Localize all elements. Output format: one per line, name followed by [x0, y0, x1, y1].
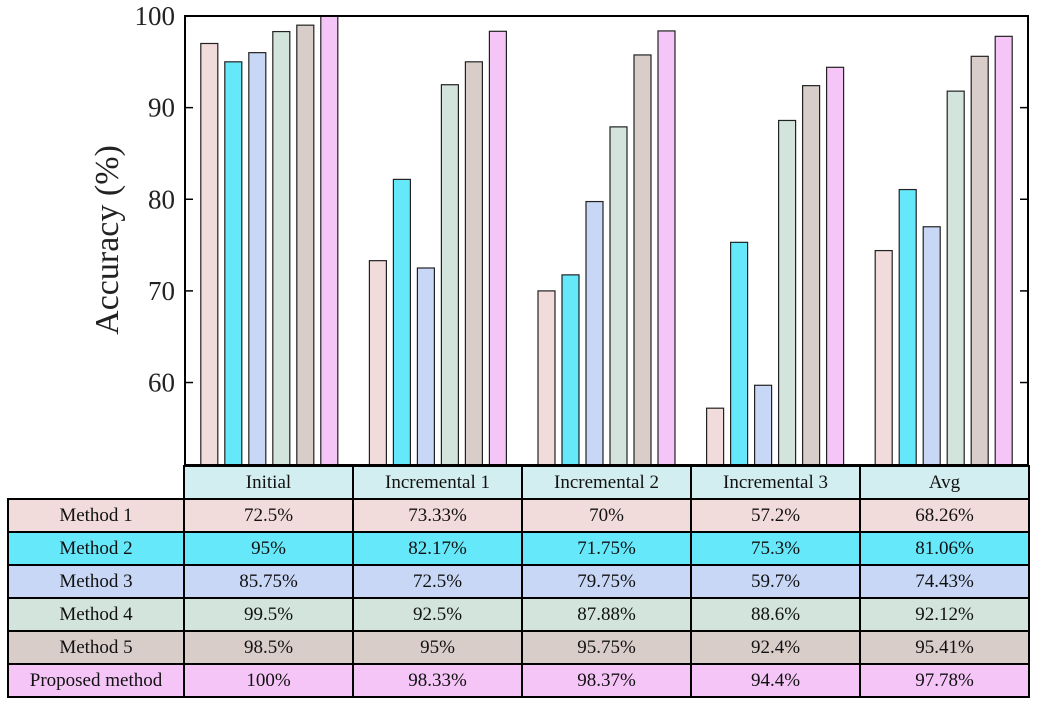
table-cell: 87.88% [521, 597, 692, 632]
table-cell: 95% [183, 531, 354, 566]
bar-2-1 [224, 61, 243, 466]
table-cell: 92.5% [352, 597, 523, 632]
plot-frame [184, 15, 1029, 466]
table-row: Method 1 72.5% 73.33% 70% 57.2% 68.26% [7, 498, 1030, 533]
bar-1-3 [537, 290, 556, 466]
bar-4-3 [609, 126, 628, 466]
bar-2-3 [561, 274, 580, 466]
table-cell: 57.2% [690, 498, 861, 533]
column-header: Incremental 1 [352, 465, 523, 500]
table-cell: 85.75% [183, 564, 354, 599]
bar-5-3 [633, 54, 652, 466]
table-cell: 59.7% [690, 564, 861, 599]
table-cell: 97.78% [859, 663, 1030, 698]
bar-2-2 [392, 178, 411, 466]
table-cell: 70% [521, 498, 692, 533]
column-header: Avg [859, 465, 1030, 500]
table-cell: 75.3% [690, 531, 861, 566]
bar-1-4 [705, 407, 725, 466]
table-cell: 79.75% [521, 564, 692, 599]
bar-chart: 60 70 80 90 100 Accuracy (%) [89, 1, 1029, 466]
bar-5-5 [970, 55, 989, 466]
table-cell: 73.33% [352, 498, 523, 533]
bar-1-2 [368, 260, 387, 466]
bar-6-1 [320, 15, 339, 466]
table-cell: 74.43% [859, 564, 1030, 599]
column-header: Incremental 2 [521, 465, 692, 500]
bar-6-3 [657, 30, 676, 466]
y-tick-label: 60 [148, 368, 175, 398]
bar-4-4 [777, 119, 797, 466]
table-row: Proposed method 100% 98.33% 98.37% 94.4% 97.7… [7, 663, 1030, 698]
data-table: Initial Incremental 1 Incremental 2 Increme… [7, 465, 1030, 698]
y-axis: 60 70 80 90 100 [135, 1, 1028, 398]
table-corner [8, 466, 184, 499]
y-tick-label: 80 [148, 184, 175, 214]
bar-5-2 [464, 61, 483, 466]
bar-4-2 [440, 84, 459, 466]
table-cell: 92.12% [859, 597, 1030, 632]
bar-2-4 [729, 241, 749, 466]
table-cell: 72.5% [352, 564, 523, 599]
bar-4-5 [946, 90, 965, 466]
row-label: Proposed method [7, 663, 185, 698]
bar-6-2 [488, 30, 507, 466]
row-label: Method 1 [7, 498, 185, 533]
bar-4-1 [272, 30, 291, 466]
table-row: Method 2 95% 82.17% 71.75% 75.3% 81.06% [7, 531, 1030, 566]
bar-3-5 [922, 226, 941, 466]
table-cell: 88.6% [690, 597, 861, 632]
bar-5-1 [296, 24, 315, 466]
row-label: Method 3 [7, 564, 185, 599]
table-cell: 95.41% [859, 630, 1030, 665]
bars-layer [200, 15, 1013, 466]
bar-3-1 [248, 52, 267, 466]
row-label: Method 5 [7, 630, 185, 665]
table-cell: 95% [352, 630, 523, 665]
table-cell: 99.5% [183, 597, 354, 632]
y-tick-label: 90 [148, 93, 175, 123]
table-cell: 95.75% [521, 630, 692, 665]
bar-3-2 [416, 267, 435, 466]
table-cell: 72.5% [183, 498, 354, 533]
bar-2-5 [898, 188, 917, 466]
table-cell: 92.4% [690, 630, 861, 665]
y-tick-label: 70 [148, 276, 175, 306]
row-label: Method 2 [7, 531, 185, 566]
table-cell: 71.75% [521, 531, 692, 566]
table-row: Method 4 99.5% 92.5% 87.88% 88.6% 92.12% [7, 597, 1030, 632]
table-cell: 81.06% [859, 531, 1030, 566]
table-cell: 100% [183, 663, 354, 698]
table-cell: 98.37% [521, 663, 692, 698]
table-row: Method 3 85.75% 72.5% 79.75% 59.7% 74.43% [7, 564, 1030, 599]
table-cell: 94.4% [690, 663, 861, 698]
bar-3-3 [585, 200, 604, 466]
bar-1-5 [874, 249, 893, 466]
bar-6-4 [825, 66, 845, 466]
table-header-row: Initial Incremental 1 Incremental 2 Increme… [8, 465, 1030, 500]
bar-3-4 [753, 384, 773, 466]
y-axis-label: Accuracy (%) [89, 145, 126, 335]
table-cell: 68.26% [859, 498, 1030, 533]
column-header: Incremental 3 [690, 465, 861, 500]
bar-1-1 [200, 42, 219, 466]
table-cell: 98.33% [352, 663, 523, 698]
table-row: Method 5 98.5% 95% 95.75% 92.4% 95.41% [7, 630, 1030, 665]
row-label: Method 4 [7, 597, 185, 632]
table-cell: 82.17% [352, 531, 523, 566]
table-cell: 98.5% [183, 630, 354, 665]
bar-6-5 [994, 35, 1013, 466]
bar-5-4 [801, 85, 821, 466]
column-header: Initial [183, 465, 354, 500]
y-tick-label: 100 [135, 1, 176, 31]
